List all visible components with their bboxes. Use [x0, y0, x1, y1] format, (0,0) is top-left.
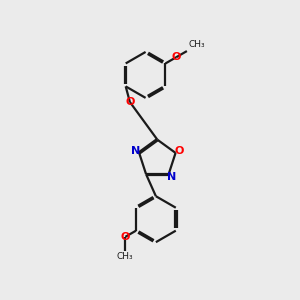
Text: O: O [174, 146, 184, 156]
Text: CH₃: CH₃ [188, 40, 205, 49]
Text: N: N [167, 172, 176, 182]
Text: O: O [125, 97, 135, 107]
Text: CH₃: CH₃ [117, 253, 134, 262]
Text: O: O [121, 232, 130, 242]
Text: N: N [131, 146, 140, 156]
Text: O: O [172, 52, 181, 62]
